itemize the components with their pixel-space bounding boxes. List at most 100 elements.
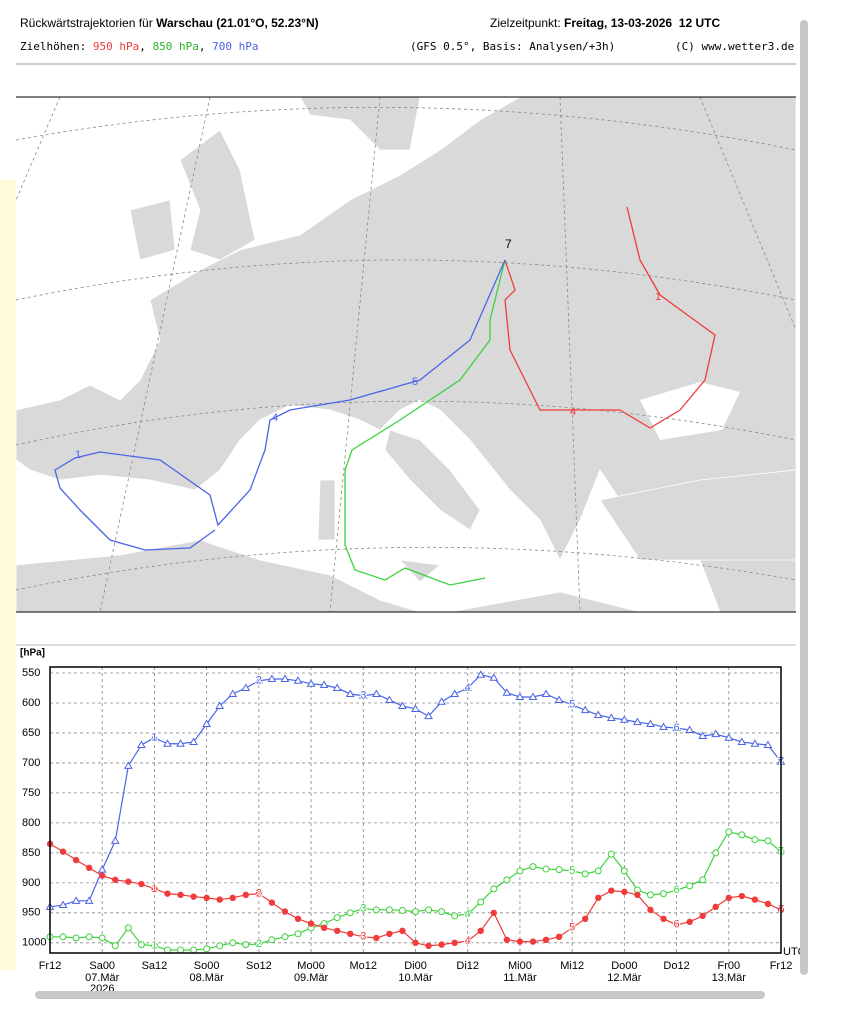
point xyxy=(254,676,264,684)
point xyxy=(267,674,277,682)
point xyxy=(345,689,355,697)
point xyxy=(190,946,198,954)
point xyxy=(699,912,706,920)
trajectory xyxy=(344,259,506,586)
point xyxy=(660,915,667,923)
point xyxy=(124,924,132,932)
italy xyxy=(384,429,481,531)
point xyxy=(164,890,171,897)
point xyxy=(581,915,589,923)
title-prefix: Rückwärtstrajektorien für xyxy=(20,16,153,30)
day-marker: 5 xyxy=(569,922,575,934)
x-tick-date: 12.Mär xyxy=(607,972,642,984)
header-row: Zielhöhen: 950 hPa, 850 hPa, 700 hPa (GF… xyxy=(20,40,795,53)
target-time: Freitag, 13-03-2026 12 UTC xyxy=(564,16,721,30)
point xyxy=(555,866,563,874)
point xyxy=(608,887,615,894)
y-tick-label: 650 xyxy=(22,727,40,739)
x-tick-label: So00 xyxy=(194,960,220,972)
point xyxy=(712,849,720,857)
point xyxy=(241,683,251,691)
x-tick-label: Mi00 xyxy=(508,960,532,972)
point xyxy=(229,894,236,902)
point xyxy=(320,924,328,932)
point xyxy=(620,867,628,875)
point xyxy=(371,689,381,697)
x-tick-label: Sa12 xyxy=(142,960,168,972)
point xyxy=(503,936,511,944)
map: 7 1 1 4 5 4 xyxy=(15,96,797,613)
point xyxy=(503,876,511,884)
point xyxy=(150,733,159,741)
point xyxy=(724,733,734,741)
point xyxy=(412,908,419,916)
target: Zielzeitpunkt: Freitag, 13-03-2026 12 UT… xyxy=(490,16,720,30)
point xyxy=(516,938,524,945)
v-scrollbar[interactable] xyxy=(800,20,808,975)
point xyxy=(373,934,380,942)
britain xyxy=(179,129,256,261)
x-tick-date: 07.Mär xyxy=(85,972,120,984)
level: 850 hPa xyxy=(152,40,199,53)
point xyxy=(85,933,93,941)
point xyxy=(685,725,694,733)
point xyxy=(386,930,393,938)
point xyxy=(137,740,146,748)
point xyxy=(203,945,211,953)
day-marker: 2 xyxy=(256,938,262,950)
point xyxy=(177,946,185,954)
point xyxy=(294,930,302,938)
point xyxy=(659,722,668,730)
day-marker: 5 xyxy=(569,865,575,877)
y-tick-label: 1000 xyxy=(22,937,46,949)
point xyxy=(412,939,419,947)
day-marker: 4 xyxy=(465,935,471,947)
copyright: (C) www.wetter3.de xyxy=(675,40,795,53)
map-marker: 7 xyxy=(505,237,512,251)
point xyxy=(280,674,290,682)
point xyxy=(477,898,485,906)
map-marker: 5 xyxy=(412,376,418,388)
point xyxy=(97,865,107,873)
point xyxy=(593,710,603,718)
day-marker: 6 xyxy=(674,884,680,896)
y-tick-label: 600 xyxy=(22,697,40,709)
h-scrollbar[interactable] xyxy=(35,991,765,999)
x-tick-label: Sa00 xyxy=(89,960,115,972)
y-tick-label: 800 xyxy=(22,817,40,829)
point xyxy=(189,737,198,745)
x-tick-label: Di12 xyxy=(456,960,479,972)
point xyxy=(137,941,145,949)
point xyxy=(737,737,747,745)
turkey xyxy=(599,469,797,561)
levels-label: Zielhöhen: xyxy=(20,40,87,53)
point xyxy=(112,876,119,884)
y-tick-label: 950 xyxy=(22,907,40,919)
point xyxy=(451,912,459,920)
day-marker: 3 xyxy=(360,690,366,702)
point xyxy=(203,894,210,902)
point xyxy=(150,942,158,950)
point xyxy=(163,739,172,747)
point xyxy=(333,914,341,922)
point xyxy=(568,867,576,875)
point xyxy=(477,927,484,935)
point xyxy=(594,867,602,875)
title-place: Warschau (21.01°O, 52.23°N) xyxy=(156,16,319,30)
point xyxy=(515,692,525,700)
point xyxy=(294,915,302,923)
x-tick-date: 10.Mär xyxy=(398,972,433,984)
x-tick-date: 08.Mär xyxy=(190,972,225,984)
x-tick-label: Di00 xyxy=(404,960,427,972)
point xyxy=(398,701,407,709)
day-marker: 6 xyxy=(674,919,680,931)
day-marker: 3 xyxy=(360,931,366,943)
point xyxy=(281,908,289,915)
point xyxy=(138,880,145,888)
x-tick-label: Mo12 xyxy=(350,960,378,972)
y-tick-label: 700 xyxy=(22,757,40,769)
point xyxy=(228,689,238,697)
level: 950 hPa xyxy=(92,40,140,53)
land xyxy=(15,96,797,613)
point xyxy=(463,683,473,691)
